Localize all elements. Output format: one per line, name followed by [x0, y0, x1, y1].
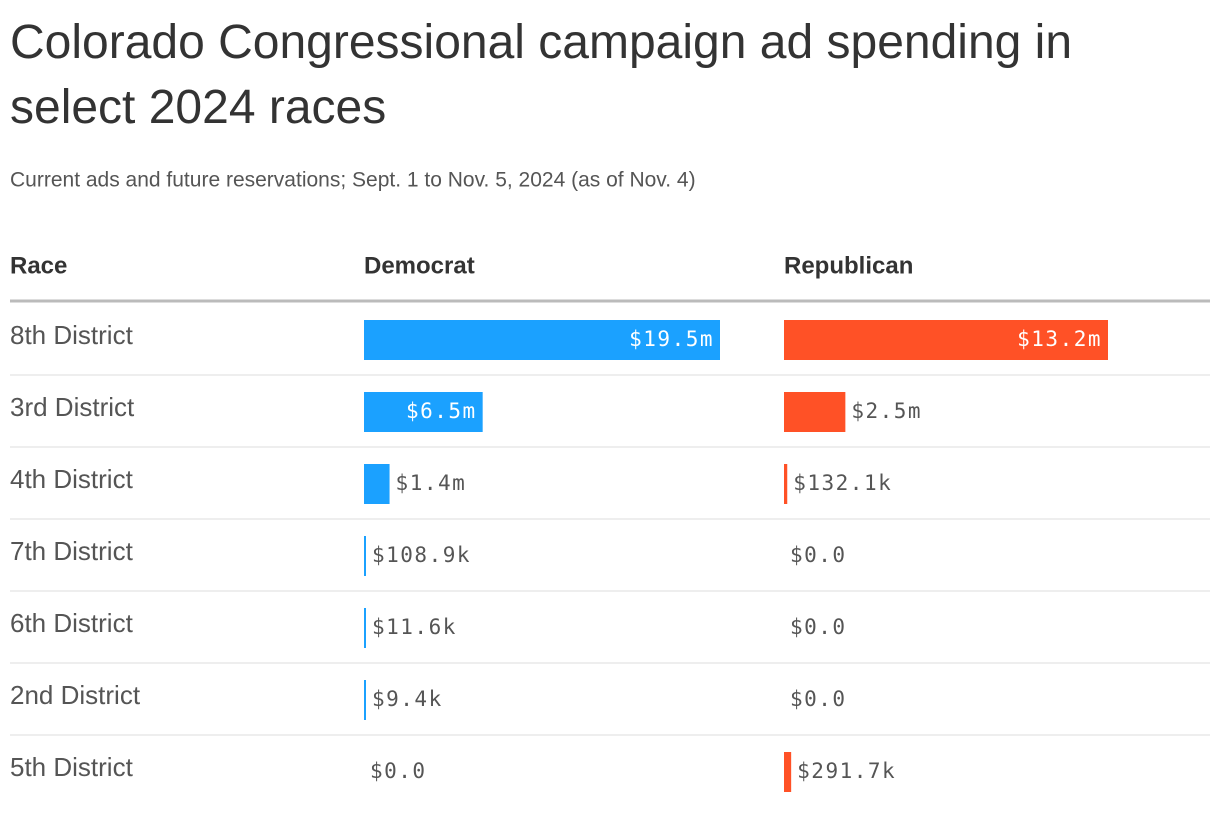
bar: [784, 320, 1108, 360]
value-label: $291.7k: [797, 759, 896, 783]
value-label: $19.5m: [629, 327, 714, 351]
value-label: $1.4m: [396, 471, 467, 495]
value-label: $6.5m: [406, 399, 477, 423]
bar: [364, 320, 720, 360]
value-label: $11.6k: [372, 615, 457, 639]
bar: [364, 464, 390, 504]
value-label: $0.0: [790, 687, 847, 711]
column-header: Race: [10, 252, 67, 279]
bar: [364, 608, 366, 648]
column-header: Republican: [784, 252, 913, 279]
column-header: Democrat: [364, 252, 475, 279]
row-label: 3rd District: [10, 392, 135, 422]
value-label: $0.0: [790, 615, 847, 639]
value-label: $0.0: [370, 759, 427, 783]
row-label: 2nd District: [10, 680, 141, 710]
bar: [784, 392, 846, 432]
value-label: $0.0: [790, 543, 847, 567]
bar: [364, 680, 366, 720]
value-label: $2.5m: [851, 399, 922, 423]
chart-title: Colorado Congressional campaign ad spend…: [10, 16, 1072, 134]
bar: [364, 392, 483, 432]
row-label: 4th District: [10, 464, 134, 494]
bar: [784, 752, 792, 792]
bar: [364, 536, 366, 576]
bar: [784, 464, 788, 504]
value-label: $9.4k: [372, 687, 443, 711]
value-label: $108.9k: [372, 543, 471, 567]
row-label: 8th District: [10, 320, 134, 350]
chart-subtitle: Current ads and future reservations; Sep…: [10, 169, 696, 192]
row-label: 7th District: [10, 536, 134, 566]
row-label: 6th District: [10, 608, 134, 638]
value-label: $13.2m: [1017, 327, 1102, 351]
value-label: $132.1k: [793, 471, 892, 495]
row-label: 5th District: [10, 752, 134, 782]
